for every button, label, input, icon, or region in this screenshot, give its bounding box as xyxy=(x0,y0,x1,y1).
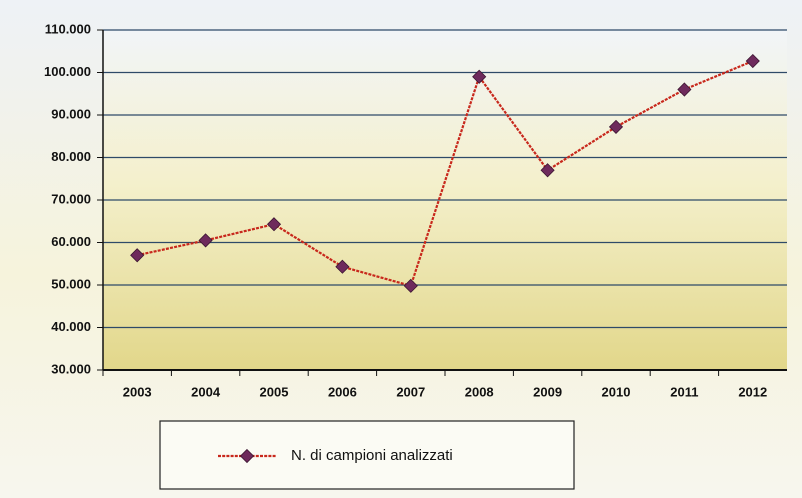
x-tick-label: 2005 xyxy=(260,384,289,399)
marker xyxy=(540,163,555,178)
y-tick-label: 80.000 xyxy=(51,149,91,164)
marker xyxy=(403,278,418,293)
x-tick-label: 2009 xyxy=(533,384,562,399)
marker xyxy=(198,233,213,248)
x-tick-label: 2010 xyxy=(602,384,631,399)
marker xyxy=(130,248,145,263)
y-tick-label: 50.000 xyxy=(51,276,91,291)
x-tick-label: 2008 xyxy=(465,384,494,399)
marker xyxy=(745,53,760,69)
marker xyxy=(335,259,350,274)
y-tick-label: 30.000 xyxy=(51,361,91,376)
y-tick-label: 90.000 xyxy=(51,106,91,121)
legend-label: N. di campioni analizzati xyxy=(291,447,453,464)
marker xyxy=(677,82,692,97)
marker xyxy=(472,69,487,84)
x-tick-label: 2006 xyxy=(328,384,357,399)
x-tick-label: 2007 xyxy=(396,384,425,399)
x-tick-label: 2004 xyxy=(191,384,221,399)
x-tick-label: 2003 xyxy=(123,384,152,399)
x-tick-label: 2012 xyxy=(738,384,767,399)
y-tick-label: 70.000 xyxy=(51,191,91,206)
marker xyxy=(608,119,624,134)
series-line xyxy=(136,60,754,288)
marker xyxy=(266,217,282,232)
y-tick-label: 60.000 xyxy=(51,234,91,249)
y-tick-label: 40.000 xyxy=(51,319,91,334)
x-tick-label: 2011 xyxy=(670,384,698,399)
y-tick-label: 110.000 xyxy=(45,21,91,36)
y-tick-label: 100.000 xyxy=(44,64,91,79)
legend-marker xyxy=(239,448,255,464)
